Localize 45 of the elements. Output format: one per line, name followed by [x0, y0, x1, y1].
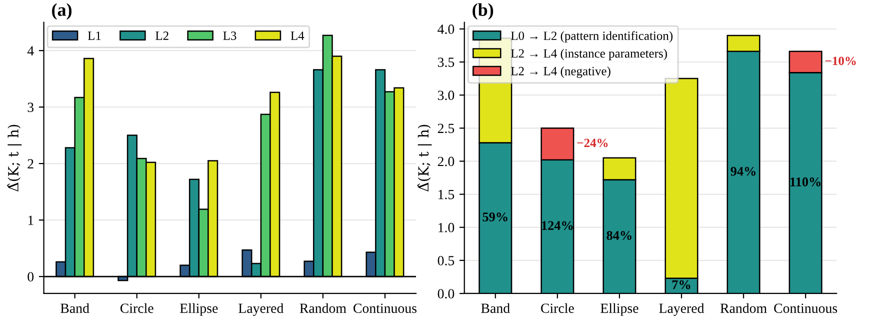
y-tick-label: 2: [28, 159, 34, 168]
y-tick-label: 4: [27, 46, 34, 56]
chart-title: (b): [472, 3, 494, 20]
y-axis-title: Δ̂(K; t | h): [7, 124, 22, 192]
annotation: 124%: [542, 221, 573, 230]
x-tick-label: Layered: [238, 303, 284, 316]
y-axis-title: Δ̂(K; t | h): [417, 124, 432, 192]
legend-label: L2: [156, 32, 168, 40]
annotation: 59%: [482, 212, 508, 222]
x-tick-label: Layered: [659, 303, 704, 316]
x-tick-label: Circle: [120, 303, 154, 313]
x-tick-label: Band: [481, 303, 510, 313]
x-tick-label: Band: [60, 303, 90, 313]
legend-label: L4: [290, 32, 304, 40]
y-tick-label: 2.0: [438, 156, 454, 166]
legend-label: L1: [88, 32, 101, 40]
legend-label: L3: [223, 32, 236, 40]
y-tick-label: 0: [28, 272, 34, 282]
annotation: 7%: [672, 280, 690, 290]
x-tick-label: Continuous: [774, 304, 838, 313]
y-tick-label: 0.0: [438, 289, 454, 298]
x-tick-label: Continuous: [354, 304, 417, 313]
x-tick-label: Random: [720, 303, 767, 313]
legend-label: L0 → L2 (pattern identification): [510, 31, 673, 43]
x-tick-label: Ellipse: [600, 303, 638, 316]
y-tick-label: 1.0: [438, 222, 454, 232]
x-tick-label: Ellipse: [180, 303, 218, 316]
x-tick-label: Random: [300, 303, 346, 313]
annotation: 110%: [790, 177, 820, 186]
y-tick-label: 1: [28, 216, 34, 225]
y-tick-label: 2.5: [438, 124, 454, 134]
annotation: 84%: [606, 231, 632, 240]
y-tick-label: 0.5: [438, 256, 454, 266]
legend-label: L2 → L4 (instance parameters): [510, 48, 667, 60]
y-tick-label: 4.0: [438, 24, 454, 34]
x-tick-label: Circle: [541, 303, 574, 313]
annotation: −10%: [825, 56, 856, 66]
annotation: 94%: [730, 166, 756, 176]
chart-title: (a): [52, 3, 72, 20]
legend-label: L2 → L4 (negative): [510, 66, 610, 78]
y-tick-label: 3.0: [438, 90, 454, 100]
y-tick-label: 1.5: [438, 190, 454, 200]
y-tick-label: 3.5: [438, 58, 454, 68]
y-tick-label: 3: [28, 102, 34, 112]
annotation: −24%: [577, 138, 608, 148]
